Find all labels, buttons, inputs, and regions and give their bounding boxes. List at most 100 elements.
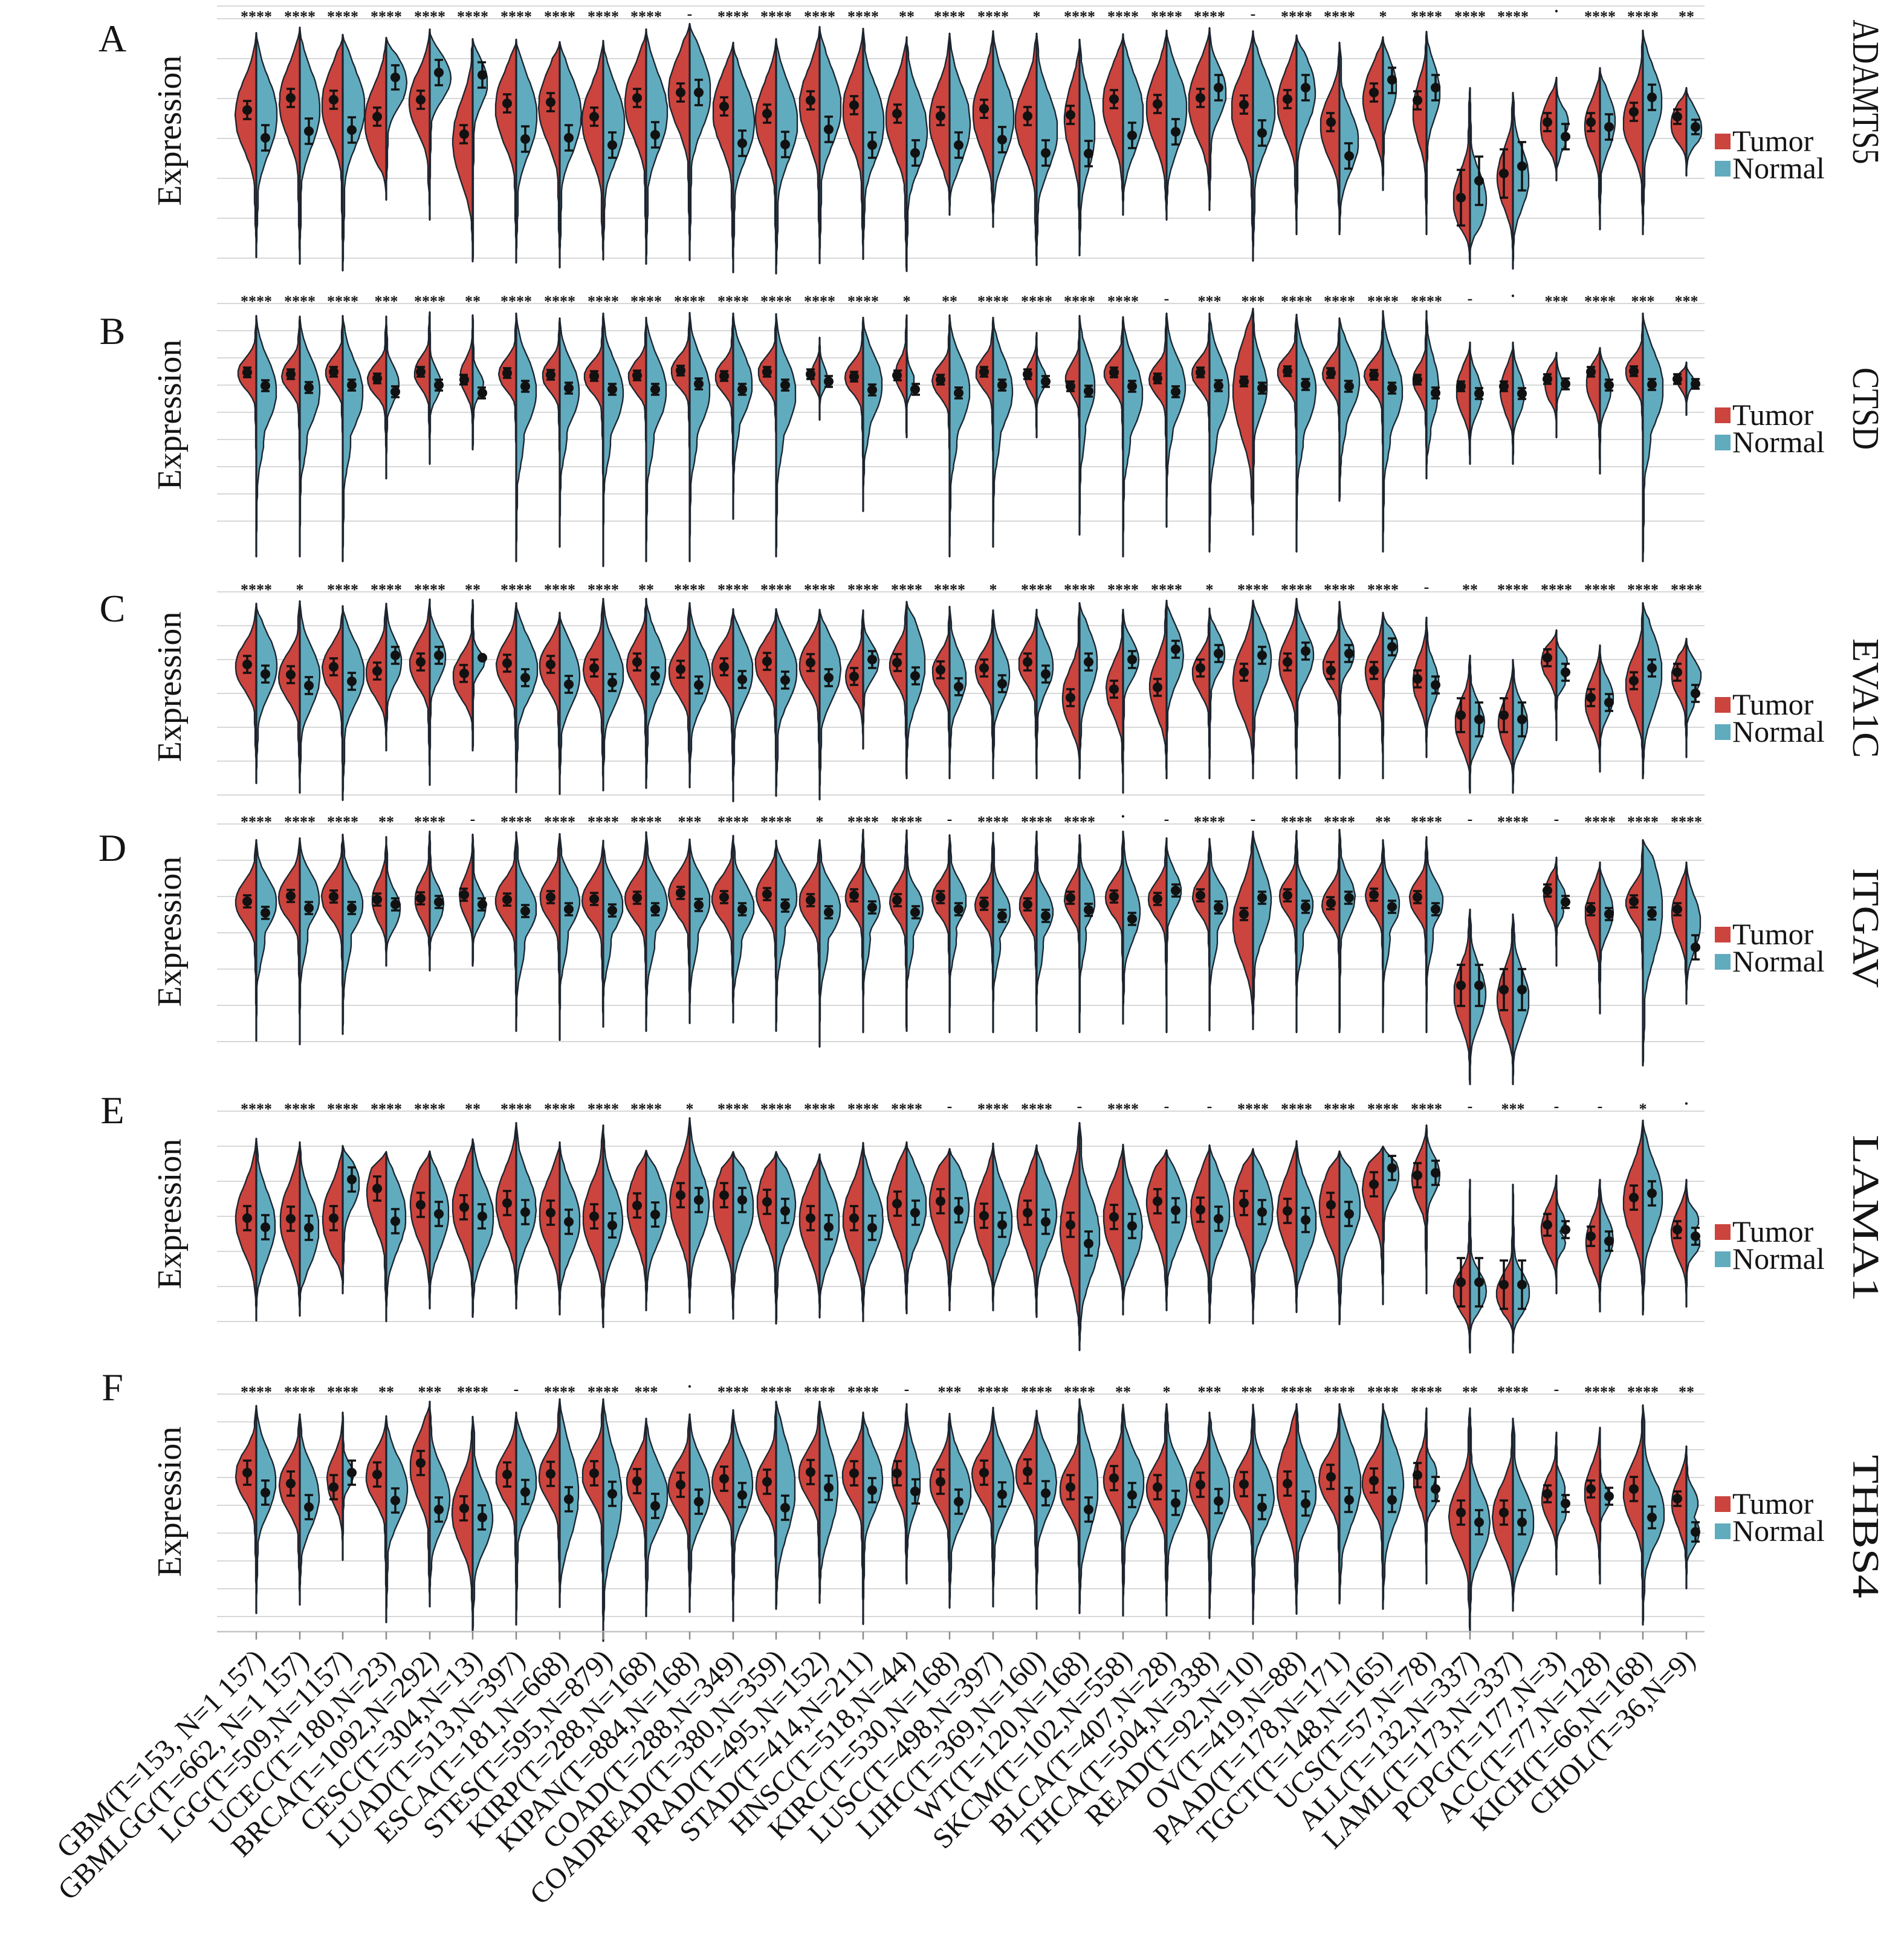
svg-text:****: **** [284, 1383, 316, 1401]
svg-text:-: - [1468, 1097, 1473, 1115]
svg-text:Normal: Normal [1732, 944, 1825, 978]
svg-text:**: ** [465, 293, 481, 310]
svg-text:****: **** [414, 1100, 445, 1118]
svg-text:****: **** [1281, 581, 1312, 598]
svg-text:THBS4: THBS4 [1845, 1455, 1886, 1598]
svg-text:**: ** [1115, 1383, 1131, 1401]
svg-text:Tumor: Tumor [1732, 917, 1814, 951]
svg-text:****: **** [977, 293, 1009, 310]
svg-text:*: * [1163, 1383, 1171, 1401]
svg-text:***: *** [678, 813, 702, 831]
svg-text:**: ** [638, 581, 654, 598]
svg-text:***: *** [1198, 1383, 1222, 1401]
svg-text:****: **** [500, 581, 532, 598]
svg-text:-: - [904, 1380, 910, 1398]
svg-text:****: **** [241, 813, 272, 831]
svg-text:****: **** [1324, 581, 1355, 598]
svg-text:****: **** [1541, 581, 1572, 598]
svg-text:****: **** [1324, 1100, 1355, 1118]
svg-text:**: ** [378, 1383, 394, 1401]
svg-text:***: *** [1545, 293, 1569, 310]
svg-text:-: - [1424, 578, 1430, 595]
svg-text:**: ** [1462, 1383, 1478, 1401]
svg-text:·: · [1511, 287, 1516, 305]
svg-text:****: **** [760, 813, 792, 831]
svg-text:-: - [1468, 810, 1473, 828]
svg-text:-: - [947, 810, 953, 828]
svg-text:***: *** [418, 1383, 442, 1401]
svg-text:****: **** [500, 813, 532, 831]
svg-text:****: **** [1497, 813, 1529, 831]
svg-text:-: - [1164, 810, 1170, 828]
svg-text:****: **** [414, 813, 445, 831]
svg-text:*: * [296, 581, 304, 598]
svg-text:****: **** [1584, 293, 1616, 310]
svg-text:****: **** [1367, 1100, 1399, 1118]
svg-text:****: **** [500, 293, 532, 310]
svg-text:****: **** [327, 293, 358, 310]
svg-text:****: **** [1064, 1383, 1095, 1401]
svg-text:****: **** [1627, 8, 1659, 25]
svg-text:***: *** [1501, 1100, 1525, 1118]
svg-text:ADAMTS5: ADAMTS5 [1845, 20, 1886, 164]
svg-text:****: **** [760, 1100, 792, 1118]
svg-text:-: - [1251, 810, 1256, 828]
svg-text:-: - [1251, 5, 1256, 22]
svg-text:****: **** [1627, 813, 1659, 831]
svg-text:****: **** [457, 8, 488, 25]
svg-text:****: **** [717, 813, 749, 831]
svg-text:****: **** [327, 1383, 358, 1401]
svg-text:****: **** [1324, 8, 1355, 25]
svg-text:Expression: Expression [151, 857, 189, 1007]
svg-text:E: E [100, 1089, 124, 1132]
svg-text:-: - [947, 1097, 953, 1115]
svg-text:****: **** [241, 293, 272, 310]
svg-text:Tumor: Tumor [1732, 1215, 1814, 1248]
svg-text:****: **** [1584, 1383, 1616, 1401]
svg-text:****: **** [1671, 813, 1702, 831]
svg-text:****: **** [847, 581, 879, 598]
svg-text:****: **** [760, 581, 792, 598]
svg-text:****: **** [977, 1383, 1009, 1401]
svg-text:****: **** [1367, 293, 1399, 310]
svg-text:****: **** [327, 1100, 358, 1118]
svg-text:****: **** [1151, 8, 1182, 25]
svg-text:Expression: Expression [151, 340, 189, 490]
svg-text:·: · [687, 1378, 693, 1395]
svg-text:***: *** [635, 1383, 658, 1401]
svg-text:****: **** [847, 8, 879, 25]
svg-text:****: **** [1324, 813, 1355, 831]
svg-text:***: *** [1631, 293, 1655, 310]
svg-text:****: **** [241, 1383, 272, 1401]
svg-text:****: **** [847, 813, 879, 831]
svg-text:****: **** [1107, 1100, 1139, 1118]
svg-text:****: **** [760, 1383, 792, 1401]
svg-text:****: **** [717, 293, 749, 310]
svg-text:****: **** [1021, 1100, 1052, 1118]
svg-text:****: **** [544, 581, 575, 598]
svg-text:****: **** [544, 8, 575, 25]
svg-text:****: **** [327, 581, 358, 598]
svg-text:****: **** [1367, 1383, 1399, 1401]
svg-text:****: **** [1281, 1383, 1312, 1401]
svg-text:****: **** [327, 8, 358, 25]
svg-text:**: ** [1679, 1383, 1694, 1401]
svg-text:****: **** [500, 8, 532, 25]
svg-text:***: *** [1242, 1383, 1265, 1401]
svg-text:CTSD: CTSD [1845, 368, 1886, 450]
svg-text:****: **** [717, 581, 749, 598]
svg-text:*: * [686, 1100, 694, 1118]
svg-text:****: **** [544, 813, 575, 831]
svg-text:-: - [514, 1380, 519, 1398]
svg-text:****: **** [500, 1100, 532, 1118]
svg-text:****: **** [1194, 8, 1225, 25]
svg-text:**: ** [1462, 581, 1478, 598]
svg-text:****: **** [717, 1100, 749, 1118]
svg-text:-: - [1207, 1097, 1213, 1115]
svg-text:****: **** [804, 1383, 835, 1401]
svg-text:****: **** [241, 1100, 272, 1118]
svg-text:LAMA1: LAMA1 [1845, 1135, 1886, 1302]
svg-text:****: **** [1064, 581, 1095, 598]
svg-text:***: *** [1675, 293, 1698, 310]
svg-text:-: - [1164, 290, 1170, 307]
